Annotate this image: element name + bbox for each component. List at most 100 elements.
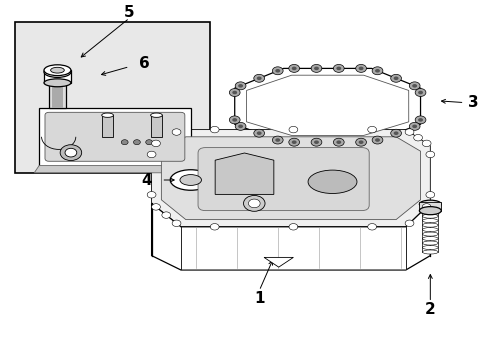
Circle shape: [358, 67, 363, 70]
Circle shape: [374, 69, 379, 73]
Ellipse shape: [422, 214, 437, 218]
Text: 1: 1: [253, 291, 264, 306]
FancyBboxPatch shape: [198, 148, 368, 211]
Bar: [49, 72, 66, 108]
Circle shape: [371, 136, 382, 144]
FancyBboxPatch shape: [45, 112, 184, 161]
Circle shape: [367, 126, 376, 133]
Circle shape: [414, 89, 425, 96]
Ellipse shape: [419, 207, 440, 215]
Ellipse shape: [44, 65, 71, 76]
Circle shape: [390, 129, 401, 137]
Circle shape: [288, 224, 297, 230]
Circle shape: [390, 75, 401, 82]
Circle shape: [232, 91, 237, 94]
Circle shape: [333, 64, 344, 72]
Ellipse shape: [44, 67, 71, 77]
Circle shape: [60, 145, 81, 161]
Bar: [102, 115, 113, 137]
Text: 2: 2: [424, 302, 435, 317]
Circle shape: [256, 77, 261, 80]
Polygon shape: [39, 108, 190, 166]
Bar: [52, 72, 62, 108]
Circle shape: [162, 212, 170, 218]
Circle shape: [417, 118, 422, 122]
Circle shape: [229, 89, 240, 96]
Circle shape: [404, 129, 413, 135]
Circle shape: [248, 199, 260, 208]
Circle shape: [333, 138, 344, 146]
Ellipse shape: [102, 113, 113, 117]
Polygon shape: [151, 130, 429, 227]
Ellipse shape: [44, 79, 71, 87]
Circle shape: [232, 118, 237, 122]
Circle shape: [393, 77, 398, 80]
Bar: [15, 22, 210, 173]
Circle shape: [393, 131, 398, 135]
Ellipse shape: [422, 219, 437, 222]
Ellipse shape: [180, 175, 201, 185]
Ellipse shape: [422, 241, 437, 245]
Polygon shape: [234, 68, 420, 142]
Circle shape: [253, 75, 264, 82]
Ellipse shape: [422, 232, 437, 236]
Circle shape: [172, 129, 181, 135]
Text: 3: 3: [467, 95, 477, 110]
Bar: [419, 202, 440, 211]
Circle shape: [253, 129, 264, 137]
Polygon shape: [151, 203, 429, 270]
Circle shape: [133, 140, 140, 145]
Polygon shape: [161, 137, 420, 220]
Circle shape: [336, 140, 341, 144]
Circle shape: [404, 220, 413, 226]
Circle shape: [355, 64, 366, 72]
Text: 6: 6: [139, 55, 149, 71]
Circle shape: [291, 67, 296, 70]
Circle shape: [210, 126, 219, 133]
Circle shape: [235, 122, 245, 130]
Bar: [44, 70, 71, 83]
Ellipse shape: [419, 200, 440, 208]
Circle shape: [358, 140, 363, 144]
Circle shape: [425, 192, 434, 198]
Circle shape: [151, 140, 160, 147]
Polygon shape: [264, 257, 293, 267]
Circle shape: [256, 131, 261, 135]
Bar: [150, 115, 162, 137]
Circle shape: [411, 125, 416, 128]
Circle shape: [145, 140, 152, 145]
Circle shape: [172, 220, 181, 226]
Text: 4: 4: [141, 172, 152, 188]
Circle shape: [275, 138, 280, 142]
Circle shape: [235, 82, 245, 90]
Circle shape: [313, 140, 318, 144]
Circle shape: [147, 192, 156, 198]
Circle shape: [238, 125, 243, 128]
Circle shape: [413, 135, 422, 141]
Circle shape: [65, 148, 77, 157]
Circle shape: [425, 151, 434, 158]
Circle shape: [371, 67, 382, 75]
Circle shape: [210, 224, 219, 230]
Polygon shape: [34, 166, 190, 173]
Circle shape: [310, 138, 321, 146]
Ellipse shape: [422, 210, 437, 214]
Circle shape: [313, 67, 318, 70]
Circle shape: [414, 116, 425, 124]
Circle shape: [229, 116, 240, 124]
Circle shape: [272, 136, 283, 144]
Circle shape: [411, 84, 416, 87]
Circle shape: [417, 91, 422, 94]
Circle shape: [151, 204, 160, 210]
Ellipse shape: [422, 228, 437, 231]
Text: 5: 5: [124, 5, 135, 20]
Ellipse shape: [50, 67, 64, 73]
Circle shape: [275, 69, 280, 73]
Circle shape: [422, 140, 430, 147]
Circle shape: [243, 195, 264, 211]
Circle shape: [374, 138, 379, 142]
Ellipse shape: [422, 223, 437, 227]
Polygon shape: [215, 153, 273, 194]
Ellipse shape: [307, 170, 356, 194]
Circle shape: [272, 67, 283, 75]
